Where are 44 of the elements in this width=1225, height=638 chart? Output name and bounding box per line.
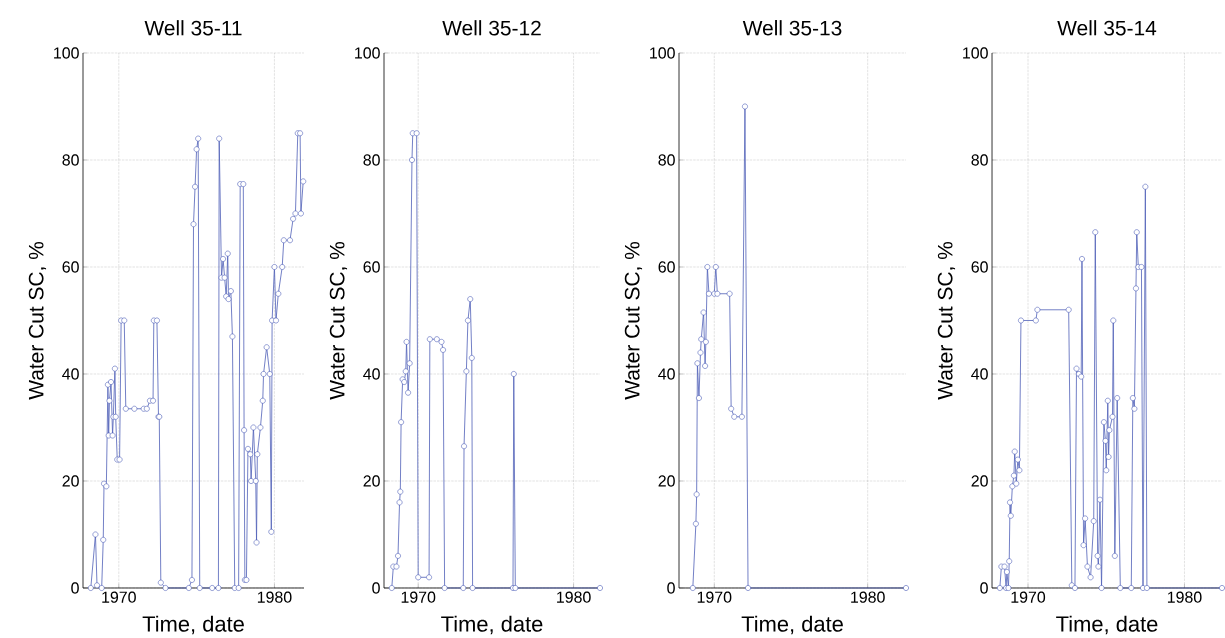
y-tick-label: 80: [658, 154, 675, 166]
x-tick-label: 1980: [1167, 591, 1202, 603]
y-tick-label: 100: [650, 47, 675, 59]
x-tick-label: 1970: [697, 591, 732, 603]
y-axis-title: Water Cut SC, %: [329, 242, 348, 400]
y-tick-label: 60: [971, 261, 988, 273]
y-tick-label: 40: [62, 368, 79, 380]
y-tick-label: 80: [62, 154, 79, 166]
y-tick-label: 60: [363, 261, 380, 273]
y-tick-label: 20: [363, 475, 380, 487]
x-tick-label: 1970: [102, 591, 136, 603]
x-axis-title: Time, date: [1056, 615, 1158, 635]
x-tick-label: 1970: [401, 591, 436, 603]
x-tick-label: 1970: [1011, 591, 1046, 603]
x-axis-title: Time, date: [441, 615, 543, 635]
y-tick-label: 60: [62, 261, 79, 273]
y-tick-label: 40: [971, 368, 988, 380]
y-tick-label: 80: [363, 154, 380, 166]
chart-title: Well 35-11: [144, 20, 242, 36]
x-tick-label: 1980: [257, 591, 292, 603]
x-tick-label: 1980: [557, 591, 591, 603]
y-tick-label: 40: [363, 368, 380, 380]
y-axis-title: Water Cut SC, %: [937, 242, 956, 400]
y-tick-label: 0: [372, 582, 380, 594]
y-tick-label: 20: [62, 475, 79, 487]
y-axis-title: Water Cut SC, %: [28, 242, 47, 400]
y-tick-label: 100: [963, 47, 988, 59]
y-tick-label: 60: [658, 261, 675, 273]
y-tick-label: 0: [667, 582, 675, 594]
y-tick-label: 100: [54, 47, 79, 59]
x-tick-label: 1980: [851, 591, 885, 603]
y-tick-label: 0: [980, 582, 988, 594]
y-tick-label: 80: [971, 154, 988, 166]
x-axis-title: Time, date: [741, 615, 843, 635]
y-tick-label: 20: [971, 475, 988, 487]
chart-title: Well 35-13: [742, 20, 842, 36]
y-tick-label: 0: [71, 582, 79, 594]
y-tick-label: 20: [658, 475, 675, 487]
y-tick-label: 40: [658, 368, 675, 380]
y-axis-title: Water Cut SC, %: [624, 242, 643, 400]
x-axis-title: Time, date: [142, 615, 244, 635]
chart-title: Well 35-12: [442, 20, 541, 36]
chart-title: Well 35-14: [1057, 20, 1157, 36]
y-tick-label: 100: [355, 47, 380, 59]
